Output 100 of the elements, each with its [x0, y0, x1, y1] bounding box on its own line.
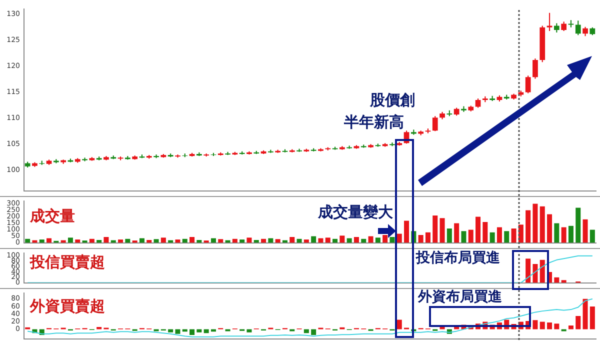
bar	[311, 236, 316, 243]
bar	[296, 238, 302, 243]
candlestick	[154, 154, 159, 158]
bar	[382, 235, 388, 243]
bar	[404, 220, 410, 243]
bar	[60, 240, 66, 243]
bar	[554, 324, 560, 330]
candlestick	[296, 148, 302, 152]
bar	[361, 238, 366, 243]
annotation: 半年新高	[344, 113, 404, 131]
bar	[354, 236, 359, 243]
bar	[311, 329, 316, 335]
bar	[511, 228, 516, 243]
bar	[561, 227, 566, 243]
bar	[547, 322, 552, 330]
annotation: 外資買賣超	[30, 297, 105, 315]
bar	[396, 320, 402, 330]
bar	[32, 240, 38, 243]
bar	[540, 260, 545, 283]
bar	[125, 238, 130, 243]
bar	[490, 232, 495, 243]
bar	[68, 238, 73, 243]
bar	[232, 238, 238, 243]
bar	[526, 210, 531, 243]
bar	[496, 227, 502, 243]
bar	[504, 231, 510, 243]
bar	[554, 277, 560, 283]
bar	[204, 329, 209, 334]
bar	[89, 238, 94, 243]
annotation: 外資布局買進	[418, 289, 502, 306]
bar	[576, 208, 581, 243]
bar	[590, 306, 595, 330]
bar	[325, 238, 330, 243]
candlestick	[175, 154, 180, 158]
bar	[304, 240, 309, 243]
bar	[532, 204, 538, 243]
bar	[160, 238, 166, 243]
bar	[390, 236, 395, 243]
annotation: 股價創	[370, 91, 415, 109]
bar	[110, 240, 116, 243]
bar	[432, 216, 438, 243]
bar	[182, 238, 188, 243]
bar	[154, 239, 159, 243]
bar	[175, 240, 180, 243]
bar	[196, 329, 202, 332]
bar	[118, 240, 124, 243]
bar	[526, 258, 531, 283]
bar	[568, 326, 574, 330]
bar	[454, 223, 460, 243]
bar	[561, 280, 566, 283]
bar	[282, 240, 288, 243]
annotation: 成交量	[30, 207, 75, 225]
bar	[246, 329, 252, 332]
bar	[576, 316, 581, 330]
bar	[582, 298, 588, 330]
bar	[39, 240, 44, 243]
bar	[568, 226, 574, 243]
bar	[540, 206, 545, 243]
bar	[246, 238, 252, 243]
bar	[440, 218, 445, 243]
bar	[532, 320, 538, 330]
bar	[340, 236, 345, 243]
bar	[332, 238, 338, 243]
bar	[547, 214, 552, 243]
bar	[590, 230, 595, 243]
bar	[425, 232, 430, 243]
candlestick	[225, 152, 230, 155]
bar	[476, 216, 481, 243]
bar	[225, 240, 230, 243]
bar	[582, 219, 588, 243]
bar	[275, 239, 280, 243]
candlestick	[461, 106, 466, 112]
bar	[461, 231, 466, 243]
bar	[368, 236, 374, 243]
bar	[240, 240, 245, 243]
bar	[190, 236, 195, 243]
bar	[482, 222, 488, 243]
bar	[540, 322, 545, 330]
bar	[25, 238, 30, 243]
annotation: 投信布局買進	[416, 250, 500, 266]
bar	[190, 329, 195, 335]
bar	[168, 329, 174, 332]
bar	[75, 240, 80, 243]
candlestick	[82, 158, 88, 162]
candlestick	[390, 142, 395, 146]
bar	[218, 239, 224, 243]
bar	[468, 230, 474, 243]
bar	[446, 228, 452, 243]
bar	[104, 236, 109, 243]
annotation: 投信買賣超	[30, 253, 105, 271]
bar	[261, 238, 266, 243]
bar	[175, 329, 180, 334]
bar	[418, 235, 424, 243]
bar	[304, 329, 309, 334]
bar	[554, 223, 560, 243]
annotation: 成交量變大	[318, 203, 393, 221]
bar	[532, 264, 538, 283]
bar	[396, 234, 402, 243]
bar	[168, 240, 174, 243]
bar	[290, 236, 295, 243]
